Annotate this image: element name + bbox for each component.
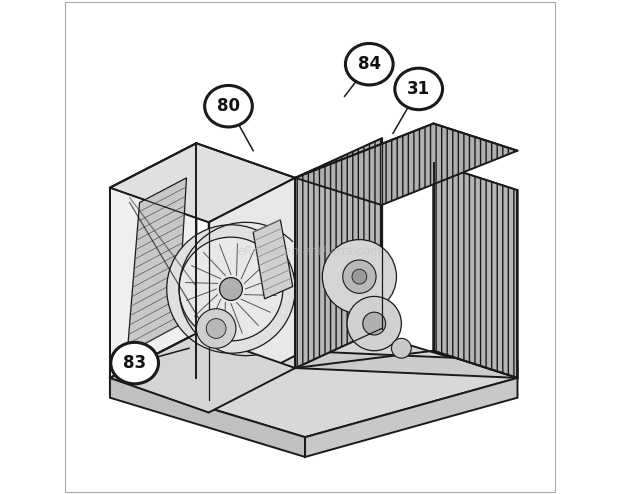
Circle shape bbox=[391, 338, 411, 358]
Polygon shape bbox=[295, 351, 518, 378]
Text: 83: 83 bbox=[123, 354, 146, 372]
Circle shape bbox=[179, 237, 283, 341]
Circle shape bbox=[322, 240, 396, 314]
Polygon shape bbox=[110, 333, 295, 412]
Polygon shape bbox=[295, 138, 382, 368]
Ellipse shape bbox=[111, 342, 159, 384]
Circle shape bbox=[197, 309, 236, 348]
Polygon shape bbox=[110, 143, 197, 378]
Circle shape bbox=[219, 278, 242, 300]
Ellipse shape bbox=[395, 68, 443, 110]
Polygon shape bbox=[305, 378, 518, 457]
Polygon shape bbox=[209, 178, 295, 400]
Circle shape bbox=[167, 225, 295, 353]
Text: 31: 31 bbox=[407, 80, 430, 98]
Polygon shape bbox=[433, 163, 518, 378]
Text: eReplacementParts.com: eReplacementParts.com bbox=[238, 246, 382, 258]
Circle shape bbox=[347, 296, 401, 351]
Circle shape bbox=[352, 269, 367, 284]
Polygon shape bbox=[295, 169, 315, 368]
Polygon shape bbox=[295, 124, 518, 205]
Text: 84: 84 bbox=[358, 55, 381, 73]
Circle shape bbox=[363, 312, 386, 335]
Polygon shape bbox=[110, 378, 305, 457]
Polygon shape bbox=[110, 143, 295, 222]
Polygon shape bbox=[127, 178, 187, 353]
Ellipse shape bbox=[345, 43, 393, 85]
Ellipse shape bbox=[205, 85, 252, 127]
Polygon shape bbox=[253, 220, 293, 299]
Polygon shape bbox=[433, 163, 518, 378]
Text: 80: 80 bbox=[217, 97, 240, 115]
Circle shape bbox=[343, 260, 376, 293]
Circle shape bbox=[206, 319, 226, 338]
Polygon shape bbox=[110, 319, 518, 437]
